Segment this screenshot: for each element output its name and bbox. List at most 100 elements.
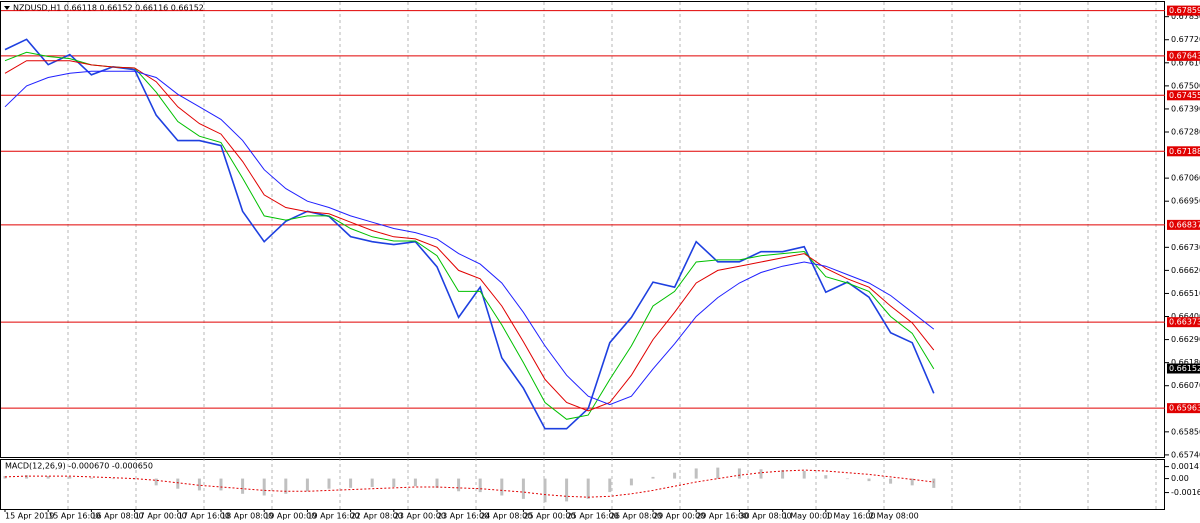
x-tick-label: 25 Apr 00:00 [523,512,575,521]
macd-bar [327,478,331,489]
macd-bar [457,478,461,492]
macd-bar [435,478,439,488]
level-label-box [1167,317,1200,328]
macd-bar [845,478,849,480]
x-tick-label: 17 Apr 00:00 [135,512,187,521]
macd-bar [305,478,309,492]
macd-bar [349,478,353,488]
macd-bar [737,468,741,479]
x-tick-label: 18 Apr 08:00 [221,512,273,521]
x-tick-label: 25 Apr 16:00 [567,512,619,521]
moving-average [4,60,935,412]
macd-bar [89,477,93,479]
x-tick-label: 15 Apr 16:00 [48,512,100,521]
macd-pane [0,459,1165,510]
macd-bar [219,478,223,491]
macd-bar [932,478,936,488]
macd-bar [46,476,50,479]
macd-bar [889,478,893,484]
x-tick-label: 1 May 00:00 [783,512,833,521]
macd-bar [25,475,29,479]
macd-bar [241,478,245,494]
macd-bar [68,476,72,479]
level-label: 0.67455 [1169,91,1200,100]
macd-bar [867,478,871,482]
macd-bar [392,478,396,488]
level-label-box [1167,219,1200,230]
current-price-box [1167,363,1200,374]
x-tick-label: 29 Apr 00:00 [653,512,705,521]
macd-bar [521,478,525,499]
macd-bar [673,472,677,479]
macd-bar [565,478,569,502]
macd-title: MACD(12,26,9) -0.000670 -0.000650 [5,462,153,471]
macd-bar [154,478,158,486]
x-tick-label: 29 Apr 16:00 [696,512,748,521]
macd-bar [651,476,655,479]
macd-bar [824,475,828,479]
macd-bar [543,478,547,503]
macd-bar [629,478,633,486]
level-label-box [1167,5,1200,16]
x-tick-label: 26 Apr 08:00 [610,512,662,521]
x-tick-label: 17 Apr 16:00 [178,512,230,521]
macd-bar [500,478,504,496]
macd-bar [197,478,201,491]
level-label: 0.67859 [1169,6,1200,15]
y-tick-label: 0.00 [1171,474,1189,483]
x-tick-label: 1 May 16:00 [826,512,876,521]
current-price-label: 0.66152 [1169,364,1200,373]
x-tick-label: 30 Apr 08:00 [739,512,791,521]
moving-average [4,51,935,420]
macd-bar [478,478,482,493]
x-tick-label: 22 Apr 08:00 [351,512,403,521]
x-tick-label: 23 Apr 16:00 [437,512,489,521]
level-label: 0.66373 [1169,318,1200,327]
x-tick-label: 23 Apr 00:00 [394,512,446,521]
macd-bar [759,469,763,479]
menu-arrow [4,6,10,10]
macd-bar [802,470,806,479]
x-tick-label: 19 Apr 00:00 [264,512,316,521]
level-label: 0.65963 [1169,404,1200,413]
macd-bar [3,476,7,479]
x-tick-label: 24 Apr 08:00 [480,512,532,521]
macd-bar [111,478,115,480]
level-label: 0.67643 [1169,51,1200,60]
macd-bar [176,478,180,489]
macd-bar [694,468,698,479]
macd-bar [370,478,374,488]
x-tick-label: 2 May 08:00 [869,512,919,521]
x-tick-label: 19 Apr 16:00 [307,512,359,521]
macd-bar [608,478,612,493]
macd-bar [586,478,590,499]
moving-average [4,70,935,406]
macd-bar [413,478,417,487]
y-tick-label: -0.001655 [1171,488,1200,497]
x-tick-label: 16 Apr 08:00 [91,512,143,521]
level-label-box [1167,403,1200,414]
level-label: 0.66837 [1169,220,1200,229]
level-label: 0.67188 [1169,147,1200,156]
level-label-box [1167,50,1200,61]
macd-bar [284,478,288,494]
chart-title: NZDUSD,H1 0.66118 0.66152 0.66116 0.6615… [13,4,204,13]
y-tick-label: 0.001418 [1171,462,1200,471]
macd-bar [910,478,914,486]
